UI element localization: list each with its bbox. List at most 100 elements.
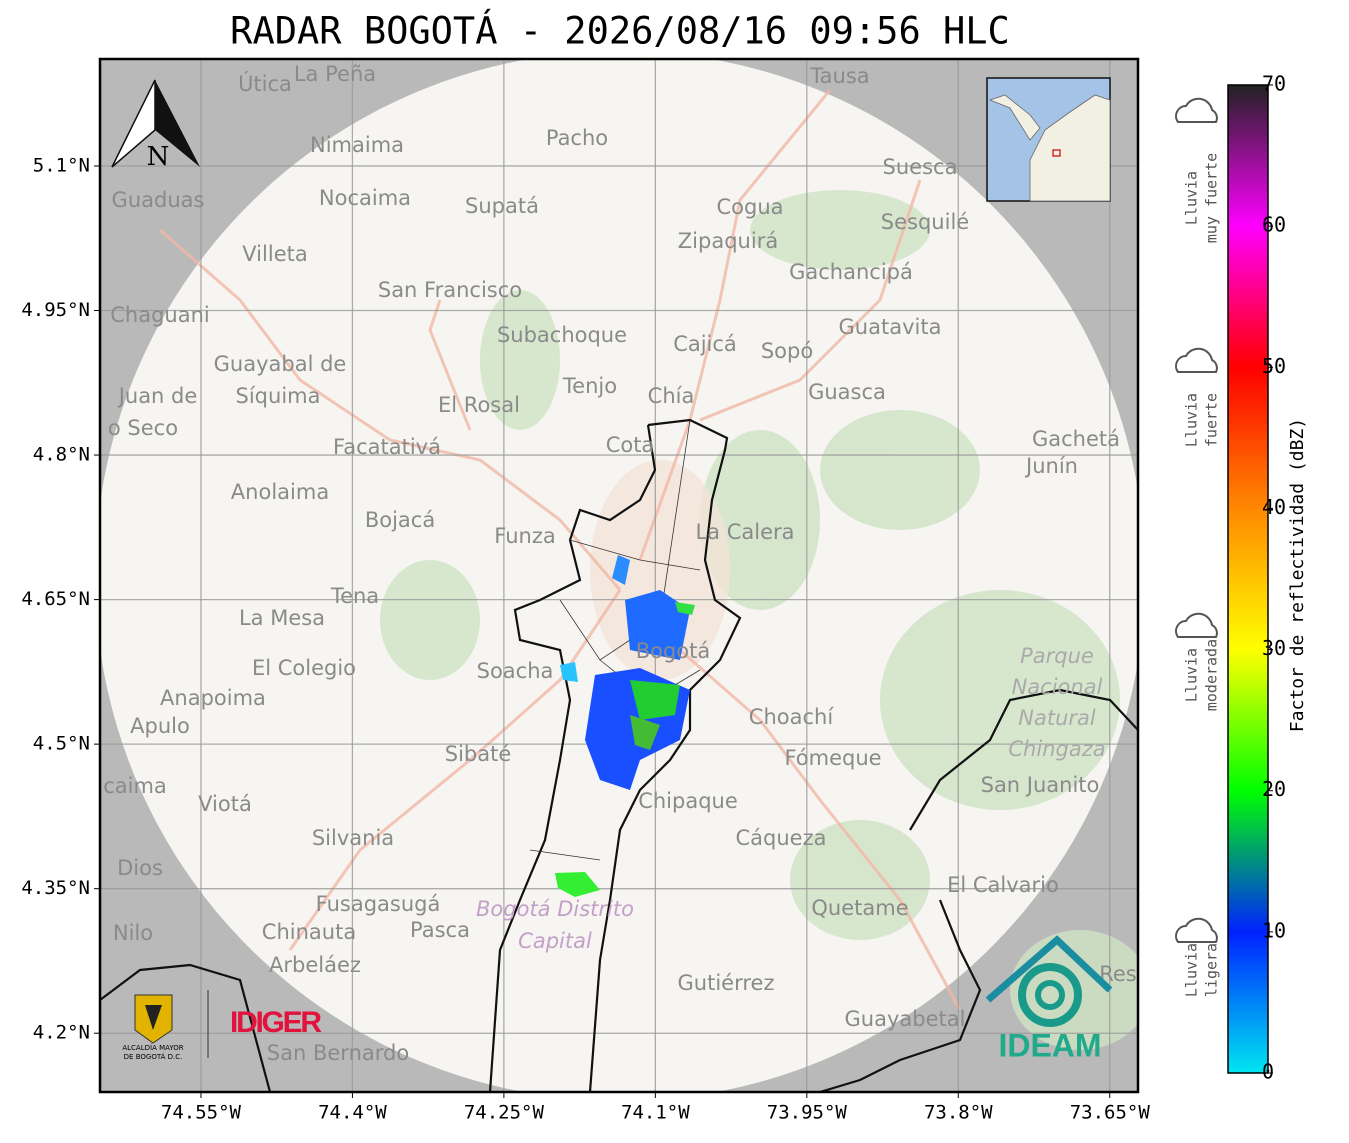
place-label: Nimaima <box>310 133 404 157</box>
logo-text: IDIGER <box>230 1006 322 1039</box>
place-label: Cogua <box>716 195 783 219</box>
colorbar-tick-label: 70 <box>1262 72 1286 96</box>
park-label: Chingaza <box>1008 737 1105 761</box>
y-tick-label: 4.8°N <box>33 444 90 466</box>
place-label: Sopó <box>761 339 813 363</box>
radar-echoes <box>555 555 695 897</box>
colorbar-tick-label: 30 <box>1262 636 1286 660</box>
place-label: Gutiérrez <box>678 971 775 995</box>
place-label: Cajicá <box>673 332 737 356</box>
place-label: San Juanito <box>981 773 1100 797</box>
north-arrow: N <box>111 79 200 172</box>
place-label: Chipaque <box>638 789 738 813</box>
colorbar <box>1227 84 1269 1074</box>
colorbar-tick-label: 20 <box>1262 777 1286 801</box>
place-label: Facatativá <box>333 435 441 459</box>
x-tick-label: 73.65°W <box>1070 1102 1151 1124</box>
place-label: San Bernardo <box>267 1041 409 1065</box>
place-label: La Mesa <box>239 606 325 630</box>
x-tick-label: 74.1°W <box>621 1102 690 1124</box>
legend-label: fuerte <box>1203 393 1221 447</box>
legend-label: Lluvia <box>1183 171 1201 225</box>
place-label: Útica <box>238 71 292 96</box>
place-label: Guayabetal <box>845 1007 966 1031</box>
place-label: San Francisco <box>378 278 522 302</box>
place-label: Silvania <box>312 826 394 850</box>
inset-map <box>986 77 1111 202</box>
place-label: Soacha <box>477 659 554 683</box>
place-label: caima <box>103 774 167 798</box>
place-label: El Calvario <box>947 873 1059 897</box>
place-label: Tausa <box>809 64 869 88</box>
place-label: Cota <box>606 433 655 457</box>
place-label: Fómeque <box>784 746 881 770</box>
weather-icon <box>1175 97 1218 123</box>
legend-item: Lluvia muy fuerte <box>1175 97 1221 243</box>
legend-item: Lluvia moderada <box>1175 612 1221 711</box>
place-label: Viotá <box>198 792 252 816</box>
weather-icon <box>1175 917 1218 943</box>
park-label: Parque <box>1020 644 1094 668</box>
place-label: Sesquilé <box>881 210 969 234</box>
place-label: Tenjo <box>562 374 617 398</box>
place-label: Pasca <box>410 918 470 942</box>
place-label: Fusagasugá <box>316 892 441 916</box>
legend-label: Lluvia <box>1183 648 1201 702</box>
place-label: Nilo <box>113 921 153 945</box>
place-label: Bogotá <box>636 639 711 663</box>
weather-icon <box>1175 347 1218 373</box>
y-tick-label: 4.95°N <box>21 299 90 321</box>
map: Útica La Peña Tausa Pacho Nimaima Guaduas Noca… <box>100 59 1138 1092</box>
place-label: Sibaté <box>445 742 512 766</box>
north-label: N <box>147 142 170 172</box>
colorbar-label: Factor de reflectividad (dBZ) <box>1287 418 1308 732</box>
y-tick-label: 4.65°N <box>21 588 90 610</box>
place-label: Villeta <box>242 242 307 266</box>
place-label: Funza <box>494 524 555 548</box>
logos: ALCALDÍA MAYOR DE BOGOTÁ D.C. IDIGER IDE… <box>122 935 1113 1063</box>
legend-label: moderada <box>1203 639 1221 711</box>
place-label: Nocaima <box>319 186 411 210</box>
place-label: Chaguani <box>110 303 210 327</box>
place-label: Junín <box>1024 454 1078 478</box>
place-label: o Seco <box>108 416 178 440</box>
place-label: Subachoque <box>497 323 627 347</box>
place-label: Pacho <box>546 126 608 150</box>
weather-icon <box>1175 612 1218 638</box>
x-tick-label: 73.8°W <box>924 1102 993 1124</box>
place-label: Dios <box>117 856 163 880</box>
logo-text: IDEAM <box>998 1027 1101 1063</box>
park-label: Nacional <box>1012 675 1103 699</box>
place-label: Suesca <box>883 155 958 179</box>
colorbar-tick-label: 50 <box>1262 354 1286 378</box>
x-tick-label: 74.25°W <box>464 1102 545 1124</box>
legend-item: Lluvia ligera <box>1175 917 1221 997</box>
y-tick-label: 4.35°N <box>21 877 90 899</box>
district-label: Capital <box>518 929 592 953</box>
x-tick-label: 73.95°W <box>767 1102 848 1124</box>
x-tick-label: 74.55°W <box>161 1102 242 1124</box>
colorbar-tick-label: 0 <box>1262 1060 1274 1084</box>
colorbar-tick-label: 10 <box>1262 918 1286 942</box>
legend-label: muy fuerte <box>1203 153 1221 243</box>
place-label: Juan de <box>117 384 198 408</box>
place-label: Chinauta <box>262 920 356 944</box>
title: RADAR BOGOTÁ - 2026/08/16 09:56 HLC <box>230 9 1010 53</box>
place-label: Choachí <box>749 705 835 729</box>
place-label: La Peña <box>294 62 376 86</box>
place-label: Bojacá <box>365 508 435 532</box>
place-label: Gachancipá <box>789 260 913 284</box>
place-label: Chía <box>648 384 695 408</box>
place-label: Apulo <box>130 714 190 738</box>
place-label: El Colegio <box>252 656 356 680</box>
place-label: Zipaquirá <box>678 229 778 253</box>
place-label: Anolaima <box>231 480 329 504</box>
y-tick-label: 4.5°N <box>33 733 90 755</box>
legend-label: ligera <box>1203 943 1221 997</box>
park-label: Natural <box>1018 706 1096 730</box>
place-label: Síquima <box>236 384 321 408</box>
place-label: Quetame <box>811 896 908 920</box>
place-label: Guayabal de <box>214 352 347 376</box>
legend-item: Lluvia fuerte <box>1175 347 1221 447</box>
legend-label: Lluvia <box>1183 943 1201 997</box>
